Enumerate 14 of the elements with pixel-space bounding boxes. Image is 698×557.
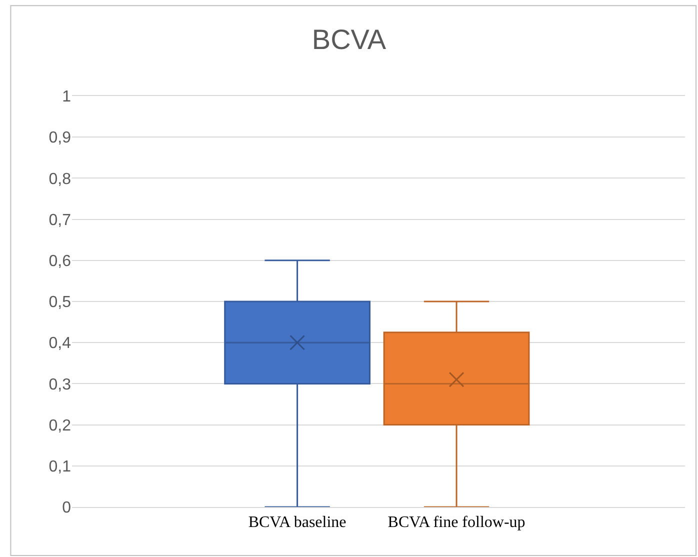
y-tick-label: 0 <box>62 500 72 517</box>
y-tick-label: 0,9 <box>48 130 72 147</box>
y-tick-label: 0,5 <box>48 294 72 312</box>
y-tick-label: 0,8 <box>48 170 72 188</box>
y-tick-label: 1 <box>62 88 72 106</box>
y-tick-label: 0,6 <box>48 253 72 270</box>
x-tick-label: BCVA baseline <box>248 514 346 532</box>
y-tick-label: 0,4 <box>48 335 72 352</box>
y-tick-label: 0,3 <box>48 376 72 394</box>
y-tick-label: 0,2 <box>48 417 72 434</box>
chart-title: BCVA <box>312 24 386 55</box>
x-tick-label: BCVA fine follow-up <box>388 514 526 532</box>
y-tick-label: 0,7 <box>48 212 72 229</box>
y-tick-label: 0,1 <box>48 458 72 476</box>
